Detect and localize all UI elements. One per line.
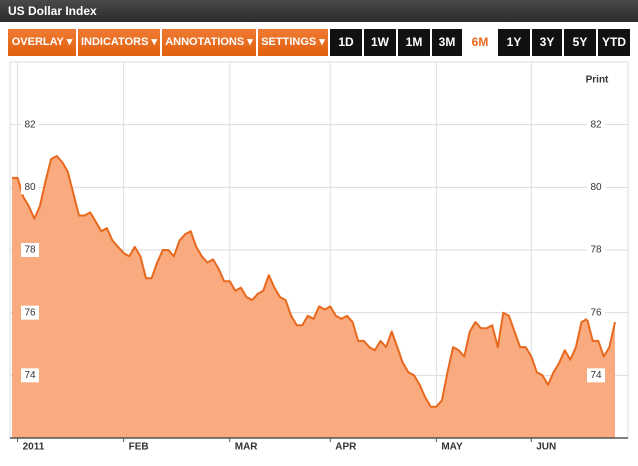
y-tick-label: 80: [24, 182, 36, 193]
y-label-bg: [587, 305, 605, 320]
y-label-bg: [21, 368, 39, 383]
window-title: US Dollar Index: [0, 0, 638, 22]
menu-button[interactable]: INDICATORS: [78, 29, 160, 56]
menu-button[interactable]: SETTINGS: [258, 29, 328, 56]
x-tick-label: MAY: [441, 442, 463, 453]
y-tick-label: 78: [590, 245, 602, 256]
y-label-bg: [587, 180, 605, 195]
menu-button[interactable]: OVERLAY: [8, 29, 76, 56]
menu-button[interactable]: ANNOTATIONS: [162, 29, 256, 56]
y-label-bg: [587, 243, 605, 257]
x-tick-label: 2011: [23, 442, 45, 453]
range-button[interactable]: 5Y: [564, 29, 596, 56]
range-button[interactable]: 6M: [464, 29, 496, 56]
range-button[interactable]: 1D: [330, 29, 362, 56]
range-button[interactable]: 3M: [432, 29, 462, 56]
y-tick-label: 74: [24, 370, 36, 381]
x-tick-label: APR: [335, 442, 357, 453]
price-line: [12, 155, 616, 408]
y-tick-label: 78: [24, 245, 36, 256]
y-tick-label: 74: [590, 370, 602, 381]
y-tick-label: 80: [590, 182, 602, 193]
y-label-bg: [21, 243, 39, 257]
toolbar: OVERLAYINDICATORSANNOTATIONSSETTINGS1D1W…: [0, 22, 638, 62]
y-label-bg: [587, 117, 605, 132]
x-tick-label: JUN: [536, 442, 556, 453]
print-button[interactable]: Print: [586, 75, 609, 86]
y-tick-label: 76: [590, 307, 602, 318]
range-button[interactable]: YTD: [598, 29, 630, 56]
x-tick-label: FEB: [129, 442, 149, 453]
y-tick-label: 76: [24, 307, 36, 318]
range-button[interactable]: 3Y: [532, 29, 562, 56]
range-button[interactable]: 1W: [364, 29, 396, 56]
y-tick-label: 82: [24, 119, 36, 130]
area-fill: [12, 156, 615, 438]
y-label-bg: [21, 305, 39, 320]
y-label-bg: [21, 180, 39, 195]
y-tick-label: 82: [590, 119, 602, 130]
range-button[interactable]: 1Y: [498, 29, 530, 56]
y-label-bg: [21, 117, 39, 132]
range-button[interactable]: 1M: [398, 29, 430, 56]
y-label-bg: [587, 368, 605, 383]
x-tick-label: MAR: [235, 442, 259, 453]
